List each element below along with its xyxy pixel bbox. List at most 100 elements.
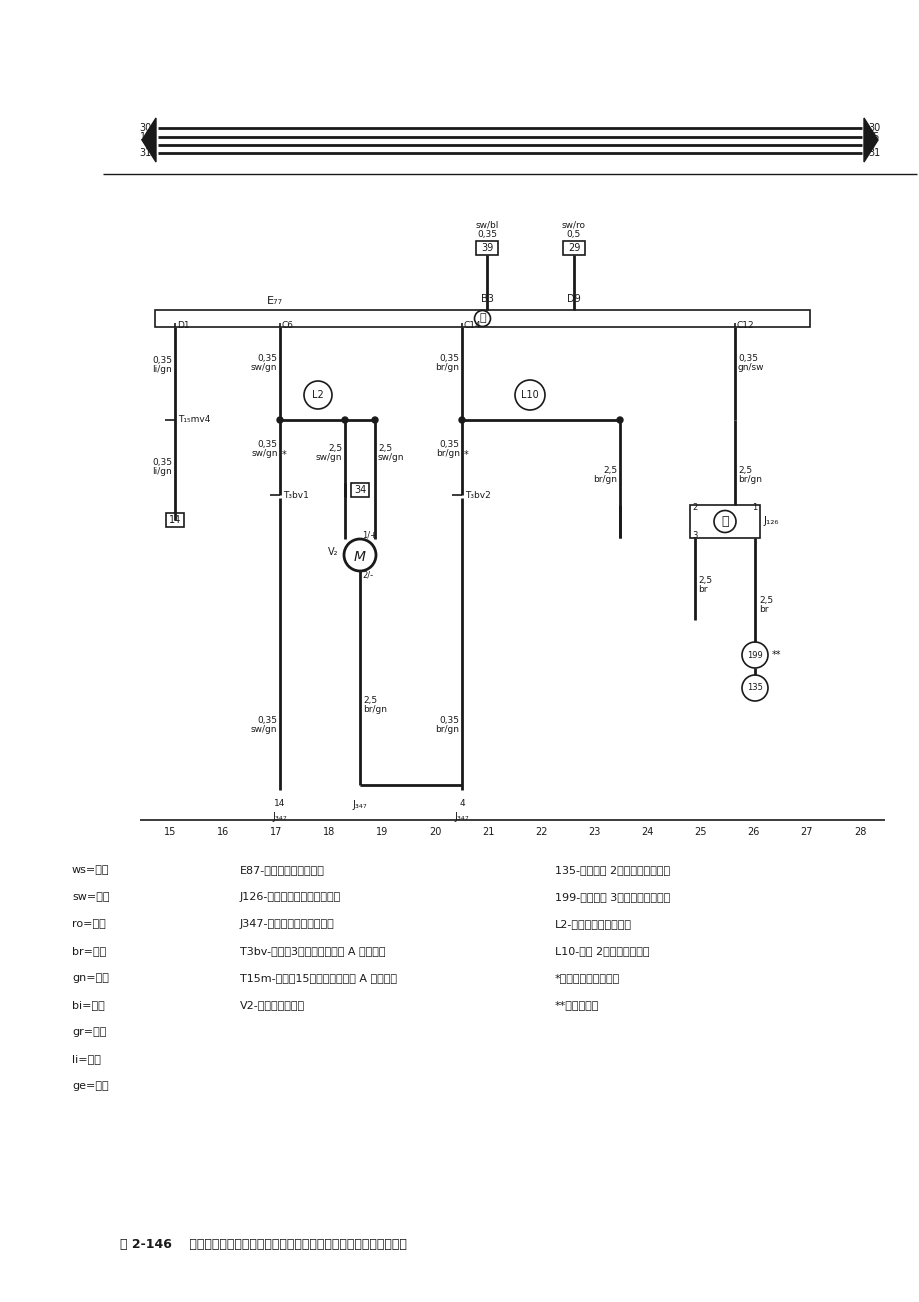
Text: L2: L2 xyxy=(312,391,323,400)
Text: J₃₄₇: J₃₄₇ xyxy=(272,812,287,822)
Text: br/gn: br/gn xyxy=(363,706,387,715)
Text: 1/+: 1/+ xyxy=(361,530,377,539)
Text: 2,5: 2,5 xyxy=(758,595,772,604)
Text: 0,35: 0,35 xyxy=(476,229,496,238)
Text: 135: 135 xyxy=(746,684,762,693)
Text: li/gn: li/gn xyxy=(152,366,172,375)
Text: L10: L10 xyxy=(520,391,539,400)
Text: V2-新鲜空气鼓风机: V2-新鲜空气鼓风机 xyxy=(240,1000,305,1010)
Text: Ⓚ: Ⓚ xyxy=(479,314,485,323)
Text: 0,5: 0,5 xyxy=(566,229,581,238)
Text: L2-连接，在空调线束内: L2-连接，在空调线束内 xyxy=(554,919,631,930)
Text: Ⓚ: Ⓚ xyxy=(720,516,728,529)
Text: 199: 199 xyxy=(746,651,762,660)
Text: **两种都可能: **两种都可能 xyxy=(554,1000,598,1010)
Text: T3bv-插头，3孔，橙色，右侧 A 柱分线器: T3bv-插头，3孔，橙色，右侧 A 柱分线器 xyxy=(240,947,385,956)
Text: 20: 20 xyxy=(429,827,441,837)
Text: 2,5: 2,5 xyxy=(378,444,391,453)
Text: T₃bv2: T₃bv2 xyxy=(464,491,490,500)
Text: 27: 27 xyxy=(800,827,812,837)
Text: M: M xyxy=(354,549,366,564)
Text: 3: 3 xyxy=(692,531,697,540)
Text: li/gn: li/gn xyxy=(152,467,172,477)
Text: 15: 15 xyxy=(140,132,152,142)
Text: 25: 25 xyxy=(694,827,706,837)
Text: br: br xyxy=(698,586,707,595)
Text: 0,35: 0,35 xyxy=(152,355,172,365)
Text: sw/bl: sw/bl xyxy=(475,220,498,229)
Text: br=棕色: br=棕色 xyxy=(72,947,106,956)
Text: 14: 14 xyxy=(274,799,286,809)
Text: 29: 29 xyxy=(567,243,580,253)
Text: C12: C12 xyxy=(736,320,754,329)
Text: sw=黑色: sw=黑色 xyxy=(72,892,109,902)
Text: J₁₂₆: J₁₂₆ xyxy=(763,517,778,526)
Text: br: br xyxy=(758,605,767,615)
Text: ws=白色: ws=白色 xyxy=(72,865,109,875)
Text: 图 2-146    空调控制和显示单元、新鲜空气鼓风机、新鲜空气鼓风机控制单元: 图 2-146 空调控制和显示单元、新鲜空气鼓风机、新鲜空气鼓风机控制单元 xyxy=(119,1238,406,1251)
Text: J₃₄₇: J₃₄₇ xyxy=(454,812,469,822)
Text: li=紫色: li=紫色 xyxy=(72,1055,101,1064)
Text: br/gn: br/gn xyxy=(593,475,617,484)
Text: 15: 15 xyxy=(164,827,176,837)
Text: E₇₇: E₇₇ xyxy=(267,296,283,306)
Bar xyxy=(165,513,184,527)
Text: T₃bv1: T₃bv1 xyxy=(283,491,309,500)
Text: ge=黄色: ge=黄色 xyxy=(72,1081,108,1091)
Text: 39: 39 xyxy=(481,243,493,253)
Text: 135-接地连接 2，在仪表板线束内: 135-接地连接 2，在仪表板线束内 xyxy=(554,865,669,875)
Text: 28: 28 xyxy=(853,827,866,837)
Text: V₂: V₂ xyxy=(327,547,337,557)
Text: 16: 16 xyxy=(217,827,229,837)
Text: 0,35: 0,35 xyxy=(438,354,459,362)
Text: T15m-插头，15孔，白色，左侧 A 柱分线器: T15m-插头，15孔，白色，左侧 A 柱分线器 xyxy=(240,973,397,983)
Text: sw/ro: sw/ro xyxy=(562,220,585,229)
Bar xyxy=(475,241,497,255)
Bar xyxy=(351,483,369,497)
Text: C6: C6 xyxy=(282,320,294,329)
Circle shape xyxy=(342,417,347,423)
Text: 2: 2 xyxy=(692,503,697,512)
Text: br/gn: br/gn xyxy=(436,449,460,458)
Circle shape xyxy=(617,417,622,423)
Text: 2,5: 2,5 xyxy=(327,444,342,453)
Text: 0,35: 0,35 xyxy=(256,440,277,449)
Text: 1: 1 xyxy=(752,503,757,512)
Text: gn/sw: gn/sw xyxy=(737,363,764,372)
Text: 0,35: 0,35 xyxy=(438,716,459,724)
Text: br/gn: br/gn xyxy=(435,363,459,372)
Text: D9: D9 xyxy=(566,294,580,303)
Text: 0,35: 0,35 xyxy=(256,716,277,724)
Text: 22: 22 xyxy=(535,827,547,837)
Text: 15: 15 xyxy=(867,132,879,142)
Text: 24: 24 xyxy=(641,827,653,837)
Text: 34: 34 xyxy=(354,486,366,495)
Text: 2,5: 2,5 xyxy=(737,466,752,474)
Circle shape xyxy=(277,417,283,423)
Text: C14: C14 xyxy=(463,320,482,329)
Text: D1: D1 xyxy=(176,320,189,329)
Text: 0,35: 0,35 xyxy=(438,440,459,449)
Text: 21: 21 xyxy=(482,827,494,837)
Text: 4: 4 xyxy=(459,799,464,809)
Text: 2,5: 2,5 xyxy=(602,466,617,474)
Text: 31: 31 xyxy=(140,148,152,158)
Text: 2,5: 2,5 xyxy=(698,575,711,585)
Text: sw/gn: sw/gn xyxy=(378,453,404,462)
Circle shape xyxy=(371,417,378,423)
Circle shape xyxy=(344,539,376,572)
Text: **: ** xyxy=(771,650,780,660)
Text: br/gn: br/gn xyxy=(435,725,459,734)
Text: sw/gn: sw/gn xyxy=(250,725,277,734)
Text: 30: 30 xyxy=(867,122,879,133)
Text: 17: 17 xyxy=(269,827,282,837)
Text: 2,5: 2,5 xyxy=(363,695,377,704)
Text: L10-连接 2，在空调线束内: L10-连接 2，在空调线束内 xyxy=(554,947,649,956)
Bar xyxy=(689,505,759,538)
Text: sw/gn: sw/gn xyxy=(315,453,342,462)
Text: br/gn: br/gn xyxy=(737,475,761,484)
Text: 0,35: 0,35 xyxy=(256,354,277,362)
Circle shape xyxy=(459,417,464,423)
Bar xyxy=(154,310,809,327)
Bar xyxy=(562,241,584,255)
